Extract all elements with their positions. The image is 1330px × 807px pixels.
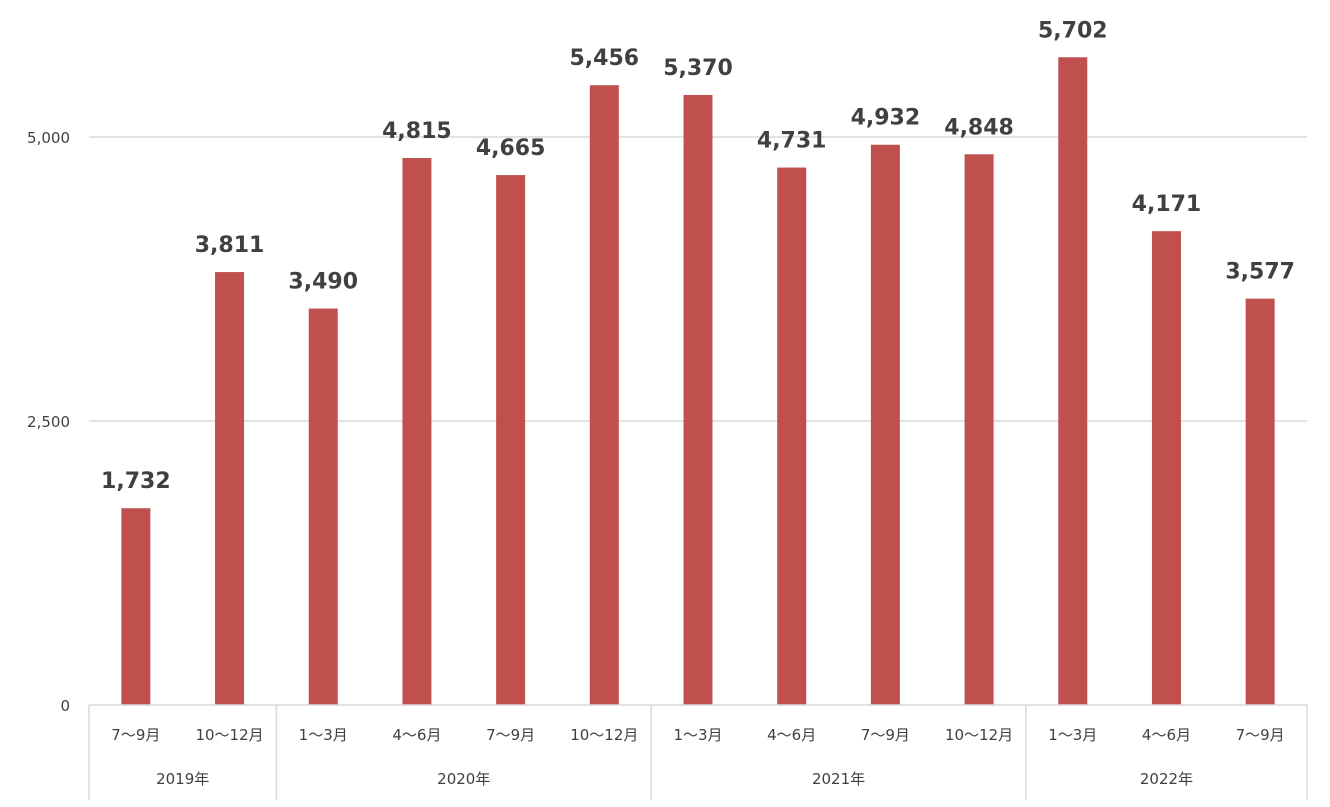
year-group-label: 2022年	[1140, 770, 1193, 788]
bar	[121, 508, 151, 705]
data-label: 5,456	[570, 46, 640, 71]
bar	[870, 144, 900, 705]
data-labels: 1,732 3,811 3,490 4,815 4,665 5,456 5,370 4,731…	[101, 18, 1295, 494]
bars	[121, 57, 1275, 706]
bar	[683, 94, 713, 705]
bar	[1151, 231, 1181, 706]
x-tick-label: 1〜3月	[1048, 726, 1097, 744]
data-label: 4,171	[1132, 192, 1202, 217]
x-tick-label: 1〜3月	[299, 726, 348, 744]
year-group-label: 2019年	[156, 770, 209, 788]
year-group-label: 2020年	[437, 770, 490, 788]
x-tick-label: 4〜6月	[392, 726, 441, 744]
data-label: 4,731	[757, 129, 827, 154]
data-label: 3,577	[1225, 260, 1295, 285]
bar	[964, 154, 994, 705]
x-tick-label: 4〜6月	[767, 726, 816, 744]
data-label: 5,702	[1038, 18, 1108, 43]
x-tick-label: 10〜12月	[945, 726, 1013, 744]
data-label: 4,932	[851, 106, 921, 131]
bar	[1058, 57, 1088, 705]
y-axis-ticks: 0 2,500 5,000	[27, 129, 70, 715]
bar	[589, 85, 619, 705]
bar	[308, 308, 338, 705]
data-label: 5,370	[663, 56, 733, 81]
x-tick-label: 7〜9月	[486, 726, 535, 744]
data-label: 4,848	[944, 115, 1014, 140]
x-tick-label: 7〜9月	[861, 726, 910, 744]
x-tick-label: 7〜9月	[1236, 726, 1285, 744]
x-axis: 7〜9月 10〜12月 1〜3月 4〜6月 7〜9月 10〜12月 1〜3月 4〜6月 7〜9月…	[88, 704, 1308, 800]
bar	[777, 167, 807, 705]
bar	[215, 272, 245, 705]
data-label: 3,490	[288, 270, 358, 295]
x-tick-label: 7〜9月	[111, 726, 160, 744]
y-tick-label: 5,000	[27, 129, 70, 147]
data-label: 3,811	[195, 233, 265, 258]
x-tick-label: 4〜6月	[1142, 726, 1191, 744]
x-tick-label: 10〜12月	[570, 726, 638, 744]
x-tick-label: 10〜12月	[195, 726, 263, 744]
bar	[1245, 298, 1275, 705]
bar	[402, 158, 432, 706]
x-tick-label: 1〜3月	[673, 726, 722, 744]
data-label: 4,815	[382, 119, 452, 144]
y-tick-label: 0	[60, 697, 70, 715]
bar	[496, 175, 526, 705]
data-label: 1,732	[101, 469, 171, 494]
data-label: 4,665	[476, 136, 546, 161]
year-group-label: 2021年	[812, 770, 865, 788]
y-tick-label: 2,500	[27, 413, 70, 431]
